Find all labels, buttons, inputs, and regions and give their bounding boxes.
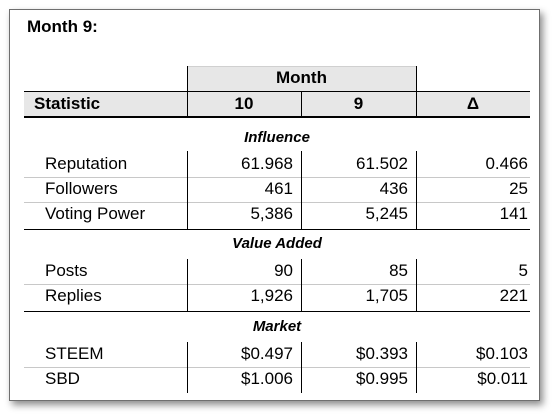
row-label: Reputation xyxy=(45,154,128,173)
row-previous: 5,245 xyxy=(365,204,408,223)
section-label-value-added: Value Added xyxy=(232,235,322,252)
row-label: SBD xyxy=(45,369,80,388)
section1-divider-mid xyxy=(301,151,302,229)
section1-divider-left xyxy=(187,151,188,229)
section2-divider-mid xyxy=(301,259,302,311)
statistic-header: Statistic xyxy=(34,94,101,113)
header-divider-right xyxy=(416,66,417,116)
header-divider-left xyxy=(187,66,188,116)
section-label-influence: Influence xyxy=(244,129,310,146)
delta-header: Δ xyxy=(466,94,480,113)
row-current: 5,386 xyxy=(250,204,293,223)
row-delta: 0.466 xyxy=(485,154,528,173)
row-delta: $0.011 xyxy=(477,369,528,388)
header-divider-mid xyxy=(301,91,302,116)
row-delta: 221 xyxy=(499,286,528,305)
row-delta: 141 xyxy=(499,204,528,223)
row-current: 1,926 xyxy=(250,286,293,305)
row-previous: 1,705 xyxy=(365,286,408,305)
row-current: 90 xyxy=(274,261,293,280)
section2-bottom-border xyxy=(24,311,530,312)
header-mid-border xyxy=(24,91,530,92)
section-label-market: Market xyxy=(252,318,302,335)
section3-divider-left xyxy=(187,342,188,393)
month-header-bg xyxy=(187,66,416,91)
row-divider xyxy=(24,202,530,203)
previous-month-header: 9 xyxy=(353,94,364,113)
row-current: $1.006 xyxy=(241,369,293,388)
row-delta: 5 xyxy=(518,261,528,280)
row-label: Replies xyxy=(45,286,102,305)
row-current: 461 xyxy=(264,179,293,198)
row-delta: $0.103 xyxy=(476,344,528,363)
section2-divider-left xyxy=(187,259,188,311)
row-previous: $0.995 xyxy=(356,369,408,388)
row-divider xyxy=(24,284,530,285)
section2-divider-right xyxy=(416,259,417,311)
row-previous: $0.393 xyxy=(356,344,408,363)
header-bottom-border xyxy=(24,116,530,118)
row-divider xyxy=(24,367,530,368)
row-current: $0.497 xyxy=(241,344,293,363)
row-current: 61.968 xyxy=(241,154,293,173)
column-header-bg xyxy=(24,91,530,116)
row-previous: 436 xyxy=(379,179,408,198)
row-delta: 25 xyxy=(509,179,528,198)
row-previous: 61.502 xyxy=(356,154,408,173)
row-label: Followers xyxy=(45,179,118,198)
page-title: Month 9: xyxy=(27,17,98,36)
row-previous: 85 xyxy=(389,261,408,280)
row-label: Voting Power xyxy=(45,204,146,223)
current-month-header: 10 xyxy=(234,94,254,113)
month-group-header: Month xyxy=(276,68,327,87)
header-top-border xyxy=(187,66,416,67)
row-label: Posts xyxy=(45,261,88,280)
section3-divider-right xyxy=(416,342,417,393)
row-divider xyxy=(24,177,530,178)
row-label: STEEM xyxy=(45,344,104,363)
section3-divider-mid xyxy=(301,342,302,393)
table-frame: Month 9: Month Statistic 10 9 Δ Influenc… xyxy=(9,9,540,401)
section1-divider-right xyxy=(416,151,417,229)
section1-bottom-border xyxy=(24,229,530,230)
